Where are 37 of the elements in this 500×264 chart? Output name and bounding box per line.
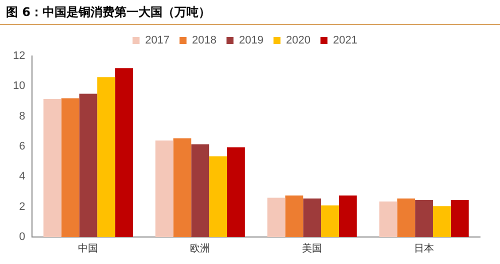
bar <box>338 196 357 237</box>
y-tick-label: 6 <box>19 140 26 153</box>
bar <box>61 98 80 237</box>
bar <box>227 147 245 237</box>
bar <box>379 202 398 237</box>
bar <box>285 196 304 237</box>
y-tick-label: 4 <box>19 170 26 183</box>
bar <box>173 138 192 237</box>
x-tick-label: 欧洲 <box>190 242 210 255</box>
chart-title: 图 6：中国是铜消费第一大国（万吨） <box>0 0 500 25</box>
bar <box>397 198 416 237</box>
bar <box>450 200 469 237</box>
bar <box>191 144 210 237</box>
legend-label: 2020 <box>286 34 310 47</box>
y-tick-label: 12 <box>12 50 26 62</box>
bar <box>43 98 62 237</box>
bar <box>432 206 451 237</box>
bar <box>209 156 228 237</box>
legend-label: 2018 <box>192 34 217 47</box>
bar <box>79 94 98 237</box>
bar <box>415 200 433 237</box>
legend-label: 2019 <box>239 34 264 47</box>
x-tick-label: 中国 <box>78 242 98 255</box>
legend-label: 2017 <box>145 34 170 47</box>
y-tick-label: 10 <box>12 80 26 92</box>
y-tick-label: 8 <box>19 110 26 122</box>
bar <box>115 68 133 237</box>
bar <box>155 140 174 237</box>
legend-label: 2021 <box>332 34 358 47</box>
bar <box>97 77 116 237</box>
y-tick-label: 2 <box>19 200 26 213</box>
bar <box>267 198 286 237</box>
x-tick-label: 美国 <box>302 242 322 255</box>
y-tick-label: 0 <box>19 231 26 244</box>
x-tick-label: 日本 <box>414 242 434 255</box>
bar <box>321 205 339 237</box>
bar <box>303 198 322 237</box>
